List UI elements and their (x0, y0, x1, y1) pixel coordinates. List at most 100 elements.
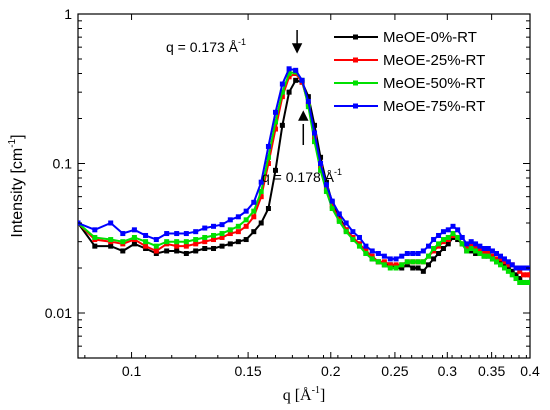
data-point (517, 265, 523, 271)
data-point (251, 214, 257, 220)
data-point (219, 222, 225, 228)
data-point (174, 248, 180, 254)
data-point (272, 119, 278, 125)
data-point (381, 253, 387, 259)
data-point (350, 229, 356, 235)
data-point (436, 241, 442, 247)
x-axis-label: q [Å-1] (283, 385, 326, 404)
data-point (153, 251, 159, 257)
data-point (286, 70, 292, 76)
legend-label: MeOE-0%-RT (383, 29, 477, 46)
data-point (501, 262, 507, 268)
data-point (381, 262, 387, 268)
data-point (258, 194, 264, 200)
data-point (235, 214, 241, 220)
data-point (420, 259, 426, 265)
data-point (120, 248, 126, 254)
data-point (131, 227, 137, 233)
data-point (265, 206, 271, 212)
x-tick-label: 0.4 (520, 363, 540, 379)
data-point (445, 234, 451, 240)
data-point (120, 239, 126, 245)
data-point (174, 243, 180, 249)
data-point (431, 256, 437, 262)
data-point (286, 74, 292, 80)
data-point (494, 251, 500, 257)
data-point (312, 122, 318, 128)
data-point (153, 243, 159, 249)
data-point (211, 246, 217, 252)
data-point (517, 276, 523, 282)
data-point (164, 231, 170, 237)
data-point (318, 160, 324, 166)
data-point (450, 231, 456, 237)
data-point (336, 214, 342, 220)
data-point (286, 66, 292, 72)
data-point (243, 237, 249, 243)
data-point (202, 234, 208, 240)
data-point (494, 256, 500, 262)
data-point (318, 154, 324, 160)
data-point (92, 243, 98, 249)
data-point (404, 262, 410, 268)
data-point (329, 206, 335, 212)
data-point (131, 241, 137, 247)
data-point (431, 246, 437, 252)
data-point (143, 239, 149, 245)
data-point (387, 262, 393, 268)
data-point (193, 241, 199, 247)
legend-item: MeOE-75%-RT (334, 98, 485, 115)
legend-marker (353, 57, 358, 63)
data-point (293, 77, 299, 83)
data-point (120, 231, 126, 237)
arrow-down-icon (291, 30, 303, 54)
y-tick-label: 0.01 (45, 305, 72, 321)
data-point (356, 234, 362, 240)
data-point (501, 265, 507, 271)
x-tick-label: 0.3 (438, 363, 458, 379)
data-point (485, 251, 491, 257)
annotation-text: q = 0.178 Å-1 (262, 167, 342, 185)
data-point (498, 262, 504, 268)
data-point (227, 217, 233, 223)
data-point (265, 143, 271, 149)
data-point (410, 265, 416, 271)
data-point (445, 227, 451, 233)
data-point (509, 268, 515, 274)
data-point (431, 237, 437, 243)
data-point (440, 246, 446, 252)
data-point (153, 237, 159, 243)
data-point (436, 251, 442, 257)
data-point (505, 268, 511, 274)
data-point (143, 232, 149, 238)
data-point (183, 239, 189, 245)
data-point (279, 81, 285, 87)
data-point (227, 227, 233, 233)
y-tick-label: 0.1 (53, 155, 73, 171)
data-point (193, 229, 199, 235)
data-point (164, 239, 170, 245)
legend-item: MeOE-50%-RT (334, 75, 485, 92)
data-point (505, 259, 511, 265)
data-point (143, 243, 149, 249)
y-axis-label: Intensity [cm-1] (7, 134, 26, 237)
data-point (459, 241, 465, 247)
data-point (473, 248, 479, 254)
data-point (211, 237, 217, 243)
data-point (501, 259, 507, 265)
data-point (193, 237, 199, 243)
data-point (524, 279, 530, 285)
data-point (415, 251, 421, 257)
data-point (369, 253, 375, 259)
data-point (420, 268, 426, 274)
data-point (410, 259, 416, 265)
data-point (336, 211, 342, 217)
data-point (481, 253, 487, 259)
data-point (498, 259, 504, 265)
legend-label: MeOE-25%-RT (383, 52, 485, 69)
data-point (485, 246, 491, 252)
annotation-text: q = 0.173 Å-1 (166, 37, 246, 55)
data-point (219, 234, 225, 240)
data-point (356, 243, 362, 249)
data-point (219, 231, 225, 237)
